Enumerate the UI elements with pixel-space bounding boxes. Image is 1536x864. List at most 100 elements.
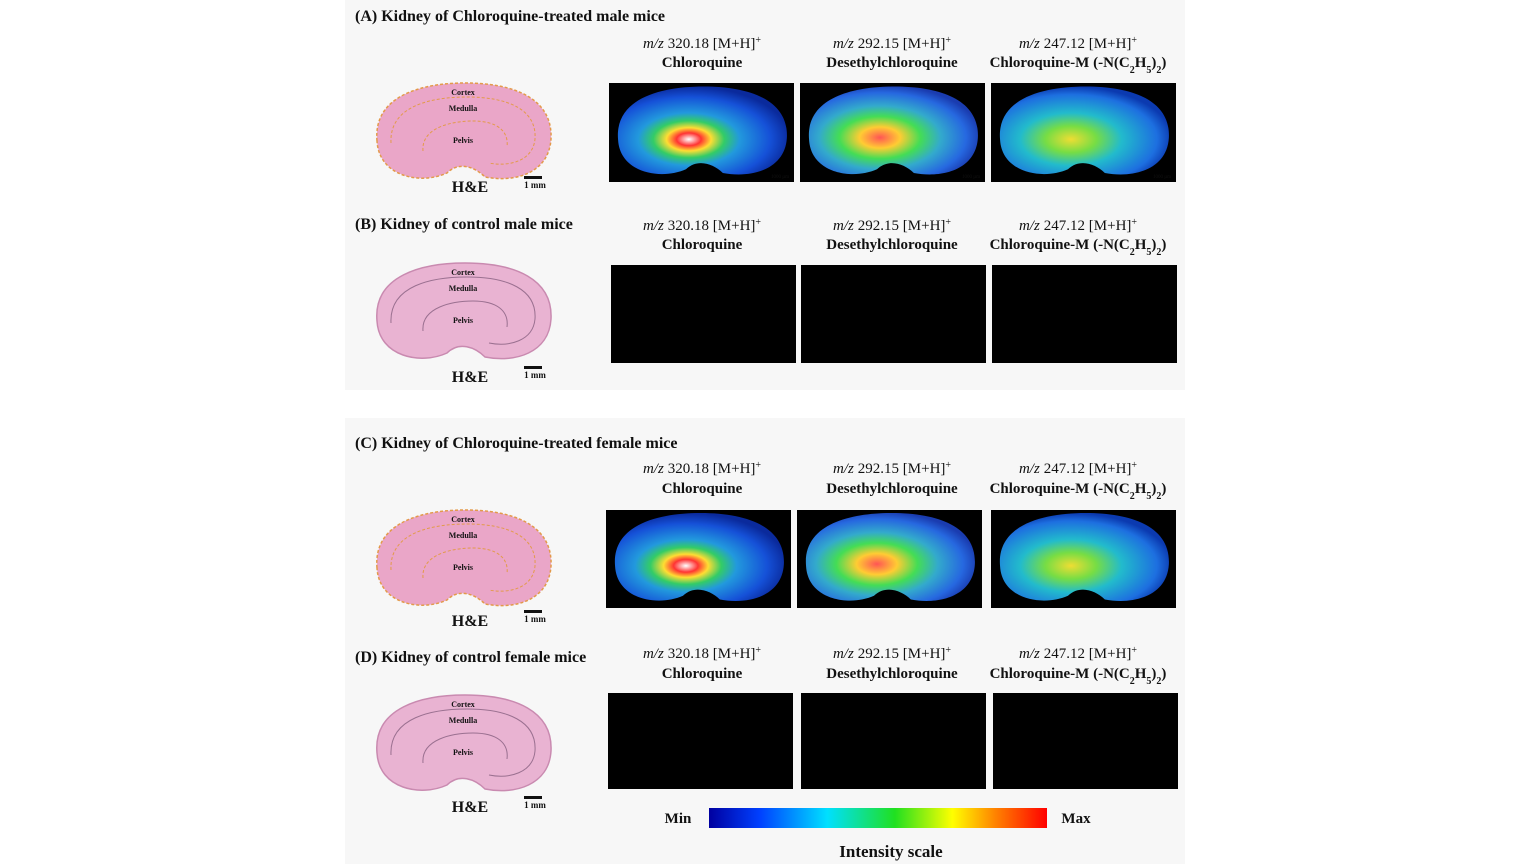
he-label: H&E bbox=[452, 369, 488, 386]
compound-name: Desethylchloroquine bbox=[826, 666, 958, 682]
ion-label: 247.12 [M+H] bbox=[1044, 36, 1132, 52]
medulla-outline bbox=[390, 708, 536, 777]
he-section: Cortex Medulla Pelvis bbox=[376, 509, 552, 607]
name-part: H bbox=[1135, 237, 1147, 253]
charge: + bbox=[1131, 35, 1137, 46]
colorbar bbox=[709, 808, 1047, 828]
region-label: Pelvis bbox=[453, 748, 473, 757]
name-part: Chloroquine-M (-N(C bbox=[990, 481, 1130, 497]
name-part: ) bbox=[1161, 55, 1166, 71]
name-part: ) bbox=[1161, 481, 1166, 497]
he-section: Cortex Medulla Pelvis bbox=[376, 82, 552, 180]
he-label: H&E bbox=[452, 179, 488, 196]
ion-label: 292.15 [M+H] bbox=[858, 36, 946, 52]
mz-header: m/z 247.12 [M+H]+ bbox=[1019, 217, 1137, 235]
scale-bar-label: 1 mm bbox=[524, 370, 546, 380]
mz-symbol: m/z bbox=[833, 646, 854, 662]
image-scale-label: 1000 µm bbox=[1153, 175, 1171, 180]
mz-symbol: m/z bbox=[1019, 218, 1040, 234]
mz-symbol: m/z bbox=[833, 218, 854, 234]
mz-header: m/z 247.12 [M+H]+ bbox=[1019, 645, 1137, 663]
name-part: Chloroquine-M (-N(C bbox=[990, 666, 1130, 682]
compound-name: Desethylchloroquine bbox=[826, 481, 958, 497]
name-part: Desethylchloroquine bbox=[826, 55, 958, 71]
name-part: Chloroquine-M (-N(C bbox=[990, 55, 1130, 71]
name-part: Desethylchloroquine bbox=[826, 237, 958, 253]
subscript: 5 bbox=[1146, 247, 1151, 258]
scale-bar-label: 1 mm bbox=[524, 614, 546, 624]
region-label: Pelvis bbox=[453, 316, 473, 325]
pelvis-outline bbox=[422, 120, 508, 152]
mz-header: m/z 320.18 [M+H]+ bbox=[643, 217, 761, 235]
name-part: Desethylchloroquine bbox=[826, 666, 958, 682]
ms-image bbox=[608, 693, 793, 789]
name-part: H bbox=[1135, 666, 1147, 682]
charge: + bbox=[945, 460, 951, 471]
name-part: ) bbox=[1151, 481, 1156, 497]
colorbar-max: Max bbox=[1061, 811, 1091, 827]
ion-label: 292.15 [M+H] bbox=[858, 218, 946, 234]
mz-symbol: m/z bbox=[1019, 36, 1040, 52]
region-label: Cortex bbox=[451, 88, 475, 97]
name-part: Chloroquine bbox=[662, 666, 743, 682]
charge: + bbox=[945, 217, 951, 228]
mz-header: m/z 320.18 [M+H]+ bbox=[643, 645, 761, 663]
ion-label: 292.15 [M+H] bbox=[858, 461, 946, 477]
name-part: H bbox=[1135, 481, 1147, 497]
name-part: Desethylchloroquine bbox=[826, 481, 958, 497]
region-label: Cortex bbox=[451, 268, 475, 277]
compound-name: Chloroquine-M (-N(C2H5)2) bbox=[990, 55, 1167, 76]
mz-header: m/z 292.15 [M+H]+ bbox=[833, 460, 951, 478]
ion-label: 320.18 [M+H] bbox=[668, 218, 756, 234]
region-label: Medulla bbox=[449, 284, 477, 293]
ion-label: 320.18 [M+H] bbox=[668, 646, 756, 662]
panel-title: (D) Kidney of control female mice bbox=[355, 649, 586, 666]
subscript: 2 bbox=[1130, 491, 1135, 502]
compound-name: Chloroquine bbox=[662, 237, 743, 253]
compound-name: Chloroquine bbox=[662, 55, 743, 71]
mz-symbol: m/z bbox=[1019, 461, 1040, 477]
charge: + bbox=[755, 35, 761, 46]
mz-header: m/z 292.15 [M+H]+ bbox=[833, 645, 951, 663]
ms-image bbox=[801, 693, 986, 789]
subscript: 2 bbox=[1156, 247, 1161, 258]
ms-heatmap bbox=[617, 86, 787, 175]
subscript: 5 bbox=[1146, 676, 1151, 687]
region-label: Cortex bbox=[451, 515, 475, 524]
compound-name: Desethylchloroquine bbox=[826, 55, 958, 71]
mz-symbol: m/z bbox=[643, 218, 664, 234]
subscript: 2 bbox=[1130, 247, 1135, 258]
ion-label: 292.15 [M+H] bbox=[858, 646, 946, 662]
scale-bar bbox=[524, 796, 542, 799]
ion-label: 320.18 [M+H] bbox=[668, 36, 756, 52]
scale-bar bbox=[524, 366, 542, 369]
image-scale-label: 1000 µm bbox=[962, 175, 980, 180]
charge: + bbox=[755, 645, 761, 656]
panel-title: (A) Kidney of Chloroquine-treated male m… bbox=[355, 8, 665, 25]
name-part: ) bbox=[1151, 55, 1156, 71]
mz-header: m/z 247.12 [M+H]+ bbox=[1019, 35, 1137, 53]
he-label: H&E bbox=[452, 799, 488, 816]
mz-header: m/z 320.18 [M+H]+ bbox=[643, 460, 761, 478]
mz-symbol: m/z bbox=[643, 646, 664, 662]
subscript: 2 bbox=[1156, 65, 1161, 76]
ms-image bbox=[611, 265, 796, 363]
name-part: ) bbox=[1151, 237, 1156, 253]
region-label: Medulla bbox=[449, 104, 477, 113]
name-part: Chloroquine bbox=[662, 237, 743, 253]
ms-heatmap bbox=[808, 86, 978, 175]
region-label: Medulla bbox=[449, 531, 477, 540]
subscript: 5 bbox=[1146, 491, 1151, 502]
scale-bar bbox=[524, 610, 542, 613]
ms-image bbox=[801, 265, 986, 363]
scale-bar-label: 1 mm bbox=[524, 800, 546, 810]
mz-header: m/z 247.12 [M+H]+ bbox=[1019, 460, 1137, 478]
compound-name: Chloroquine-M (-N(C2H5)2) bbox=[990, 481, 1167, 502]
medulla-outline bbox=[390, 96, 536, 165]
name-part: Chloroquine-M (-N(C bbox=[990, 237, 1130, 253]
ion-label: 320.18 [M+H] bbox=[668, 461, 756, 477]
pelvis-outline bbox=[422, 732, 508, 764]
compound-name: Chloroquine-M (-N(C2H5)2) bbox=[990, 237, 1167, 258]
mz-symbol: m/z bbox=[833, 461, 854, 477]
